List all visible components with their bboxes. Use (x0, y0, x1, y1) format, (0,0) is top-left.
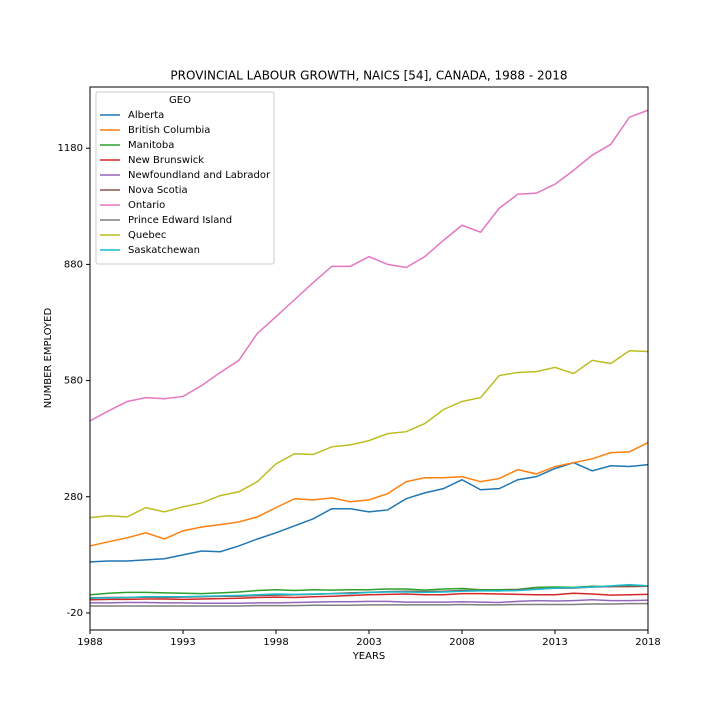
series-line (89, 584, 649, 596)
y-tick-label: 880 (64, 259, 83, 270)
series-line (89, 349, 649, 519)
plot-frame (89, 86, 649, 631)
legend-label: Newfoundland and Labrador (128, 170, 271, 181)
x-tick-label: 1993 (170, 637, 195, 648)
legend-label: Nova Scotia (128, 185, 188, 196)
series-line (89, 461, 649, 563)
y-tick-label: 1180 (58, 143, 83, 154)
x-tick-label: 2008 (449, 637, 474, 648)
legend-label: Ontario (128, 200, 165, 211)
x-tick-label: 1988 (77, 637, 102, 648)
y-tick-label: -20 (67, 608, 83, 619)
series-line (90, 602, 648, 607)
legend-label: Alberta (128, 110, 164, 121)
x-axis-label: YEARS (352, 651, 386, 662)
legend-title: GEO (169, 95, 191, 106)
series-line (90, 599, 649, 605)
legend-label: Quebec (128, 230, 166, 241)
series-line (89, 441, 649, 547)
y-axis-label: NUMBER EMPLOYED (43, 308, 54, 409)
legend-label: British Columbia (128, 125, 210, 136)
x-tick-label: 2003 (356, 637, 381, 648)
legend-label: Saskatchewan (128, 245, 200, 256)
y-tick-label: 280 (64, 492, 83, 503)
x-tick-label: 1998 (263, 637, 288, 648)
series-line (89, 583, 649, 599)
series-line (89, 109, 649, 422)
legend-label: Prince Edward Island (128, 215, 232, 226)
legend-label: New Brunswick (128, 155, 204, 166)
x-tick-label: 2013 (542, 637, 567, 648)
chart-title: PROVINCIAL LABOUR GROWTH, NAICS [54], CA… (170, 69, 567, 83)
y-tick-label: 580 (64, 376, 83, 387)
x-tick-label: 2018 (635, 637, 660, 648)
series-line (89, 592, 649, 601)
legend-label: Manitoba (128, 140, 174, 151)
legend: GEO Alberta British Columbia Manitoba New Br… (95, 91, 275, 265)
legend-box (95, 91, 275, 265)
